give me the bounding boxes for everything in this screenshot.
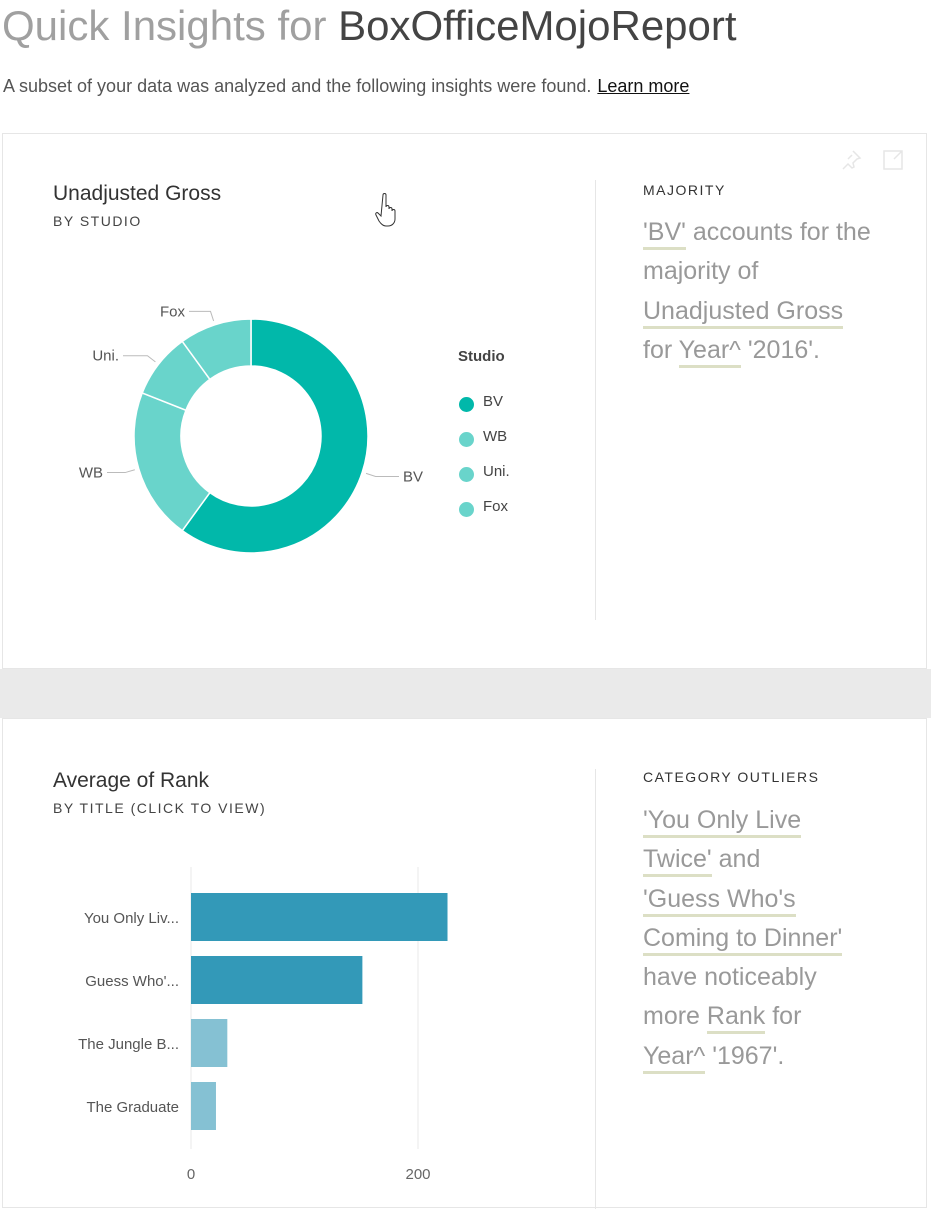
legend-dot[interactable]	[459, 467, 474, 482]
y-category-label[interactable]: Guess Who'...	[85, 973, 179, 990]
legend-label[interactable]: WB	[483, 428, 508, 445]
donut-label: WB	[79, 465, 103, 482]
insight-highlight[interactable]: Rank	[706, 1002, 766, 1035]
bar-chart[interactable]: 0 200 You Only Liv... Guess Who'... The Jung…	[3, 859, 503, 1199]
card-title: Unadjusted Gross	[53, 182, 222, 205]
legend-dot[interactable]	[459, 432, 474, 447]
insight-highlight[interactable]: Year^	[643, 1041, 706, 1074]
legend-label[interactable]: Uni.	[483, 463, 510, 480]
insight-text: 'BV' accounts for the majority of Unadju…	[643, 213, 873, 370]
insight-plain: '1967'.	[705, 1041, 785, 1070]
legend-dot[interactable]	[459, 502, 474, 517]
bar[interactable]	[191, 1082, 216, 1130]
insight-card-majority[interactable]: Unadjusted Gross BY STUDIO BV WB Uni. Fox S…	[2, 133, 927, 669]
card-subtitle: BY TITLE (CLICK TO VIEW)	[53, 800, 267, 816]
y-category-label[interactable]: You Only Liv...	[84, 910, 179, 927]
insight-highlight[interactable]: 'Guess Who's Coming to Dinner'	[643, 884, 843, 956]
separator-band	[0, 669, 931, 718]
leader-line	[365, 472, 399, 477]
bar[interactable]	[191, 893, 448, 941]
insight-highlight[interactable]: Unadjusted Gross	[643, 296, 844, 329]
insight-type: MAJORITY	[643, 182, 726, 198]
pin-icon[interactable]	[839, 148, 863, 172]
donut-slice-BV[interactable]	[181, 318, 369, 554]
bar[interactable]	[191, 956, 363, 1004]
leader-line	[107, 469, 135, 474]
insight-card-category-outliers[interactable]: Average of Rank BY TITLE (CLICK TO VIEW)…	[2, 718, 927, 1209]
insight-plain: and	[711, 845, 761, 874]
legend-dot[interactable]	[459, 397, 474, 412]
page-title: Quick Insights for BoxOfficeMojoReport	[2, 2, 737, 50]
subtitle-text: A subset of your data was analyzed and t…	[3, 76, 592, 96]
insight-plain: accounts for the majority of	[643, 218, 871, 286]
donut-chart[interactable]: BV WB Uni. Fox	[3, 284, 453, 574]
insight-plain: for	[765, 1002, 802, 1031]
insight-highlight[interactable]: 'You Only Live Twice'	[643, 806, 802, 878]
expand-icon[interactable]	[881, 148, 905, 172]
donut-label: Uni.	[92, 348, 119, 365]
insight-text: 'You Only Live Twice' and 'Guess Who's C…	[643, 801, 843, 1076]
title-prefix: Quick Insights for	[2, 2, 327, 49]
donut-label: BV	[403, 468, 423, 485]
dataset-name: BoxOfficeMojoReport	[338, 2, 737, 49]
x-tick-label: 0	[187, 1166, 195, 1183]
insight-highlight[interactable]: Year^	[678, 335, 741, 368]
donut-slice-Fox[interactable]	[181, 318, 252, 381]
bar[interactable]	[191, 1019, 228, 1067]
card-subtitle: BY STUDIO	[53, 213, 142, 229]
y-category-label[interactable]: The Graduate	[86, 1099, 179, 1116]
insight-type: CATEGORY OUTLIERS	[643, 769, 820, 785]
insight-highlight[interactable]: 'BV'	[643, 218, 686, 250]
hand-cursor-icon	[375, 193, 396, 227]
divider	[595, 769, 596, 1209]
divider	[595, 180, 596, 620]
legend-label[interactable]: Fox	[483, 498, 509, 515]
legend-title: Studio	[458, 348, 505, 365]
card-title: Average of Rank	[53, 769, 210, 792]
page-subtitle: A subset of your data was analyzed and t…	[3, 76, 689, 97]
insight-plain: have noticeably more	[643, 963, 817, 1031]
learn-more-link[interactable]: Learn more	[597, 76, 690, 96]
legend-label[interactable]: BV	[483, 393, 504, 410]
x-tick-label: 200	[405, 1166, 430, 1183]
leader-line	[123, 355, 156, 363]
insight-plain: '2016'.	[740, 335, 820, 364]
donut-label: Fox	[160, 303, 186, 320]
y-category-label[interactable]: The Jungle B...	[78, 1036, 179, 1053]
leader-line	[189, 310, 215, 322]
insight-plain: for	[643, 335, 679, 364]
